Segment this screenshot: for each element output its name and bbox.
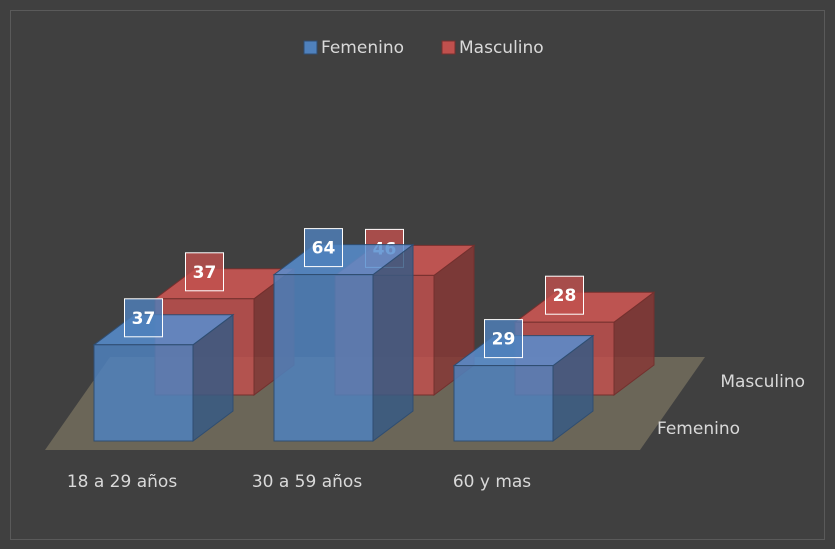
- x-tick-label: 60 y mas: [453, 472, 531, 492]
- bar: [272, 243, 415, 442]
- value-label-box: [484, 319, 523, 359]
- x-tick-label: 30 a 59 años: [252, 472, 362, 492]
- value-label: 37: [132, 309, 156, 329]
- value-label: 64: [312, 239, 336, 259]
- bar-front: [93, 344, 194, 442]
- bar-front: [273, 274, 374, 442]
- legend-label: Femenino: [321, 38, 404, 58]
- depth-tick-label: Femenino: [657, 419, 740, 439]
- bar: [92, 313, 235, 442]
- value-label: 29: [492, 330, 516, 350]
- value-label: 37: [193, 263, 217, 283]
- depth-tick-label: Masculino: [720, 372, 805, 392]
- legend-swatch: [441, 40, 456, 55]
- legend-swatch: [303, 40, 318, 55]
- x-tick-label: 18 a 29 años: [67, 472, 177, 492]
- value-label-box: [124, 298, 163, 338]
- value-label-box: [185, 252, 224, 292]
- value-label: 28: [553, 286, 577, 306]
- legend-label: Masculino: [459, 38, 544, 58]
- bar-side: [372, 243, 414, 442]
- chart-frame: [10, 10, 825, 540]
- value-label-box: [304, 228, 343, 268]
- bar-front: [453, 365, 554, 442]
- bar: [452, 334, 595, 442]
- value-label-box: [545, 275, 584, 315]
